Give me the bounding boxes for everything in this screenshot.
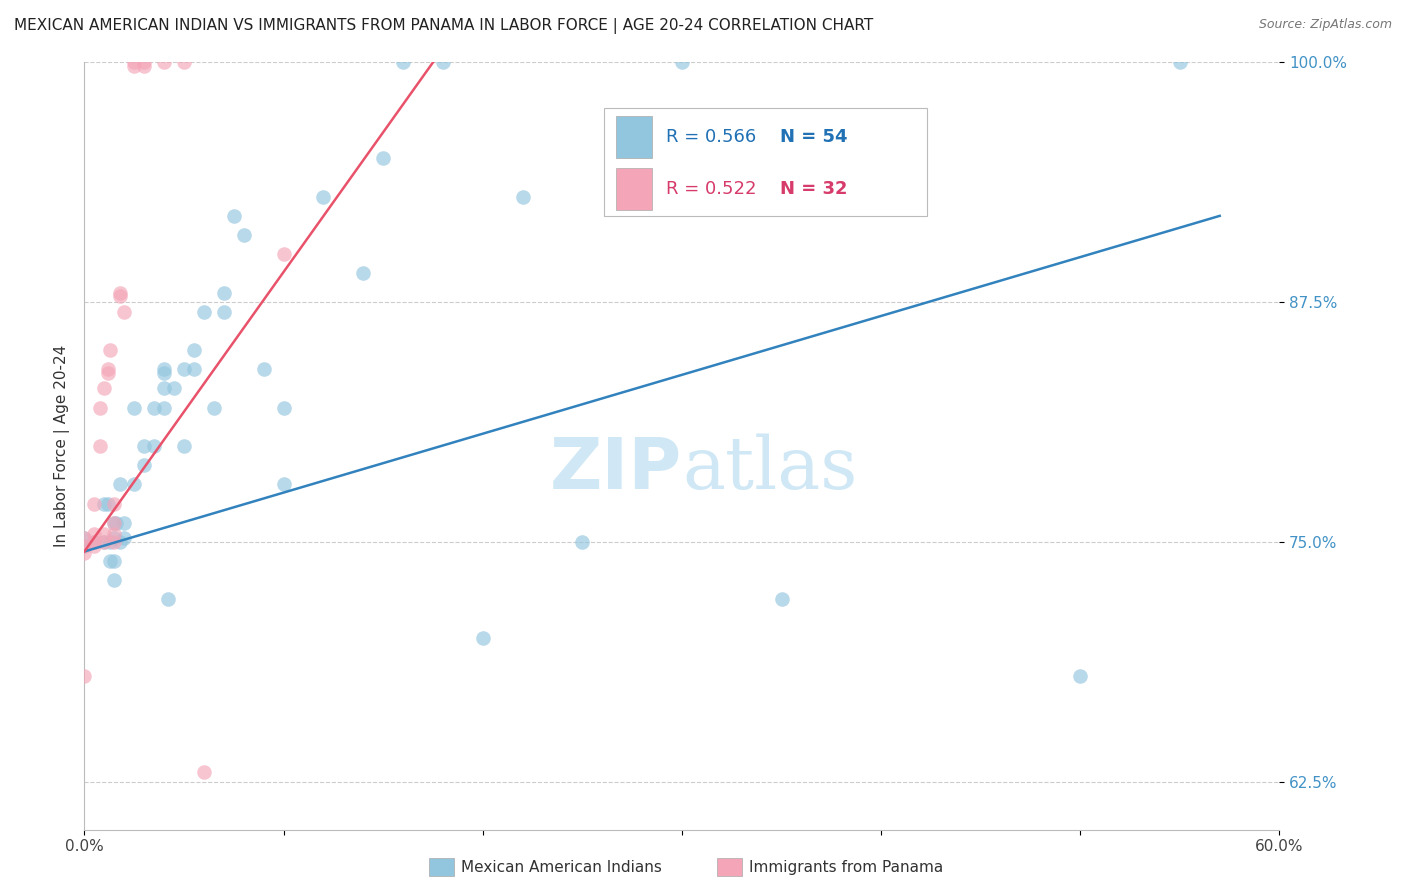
Point (83, 527, 105, 541)
Point (1168, 55, 1191, 70)
Point (122, 477, 145, 491)
Point (1069, 669, 1091, 683)
FancyBboxPatch shape (605, 109, 927, 216)
Text: N = 54: N = 54 (780, 128, 848, 146)
Point (93, 535, 115, 549)
Point (232, 227, 254, 242)
Point (471, 631, 494, 645)
Point (73, 539, 96, 553)
Text: Source: ZipAtlas.com: Source: ZipAtlas.com (1258, 18, 1392, 31)
Point (352, 267, 374, 281)
Point (222, 209, 245, 223)
Point (122, 401, 145, 415)
Text: MEXICAN AMERICAN INDIAN VS IMMIGRANTS FROM PANAMA IN LABOR FORCE | AGE 20-24 COR: MEXICAN AMERICAN INDIAN VS IMMIGRANTS FR… (14, 18, 873, 34)
Point (103, 527, 125, 541)
Point (112, 305, 135, 319)
Point (98, 554, 121, 568)
Point (143, 439, 166, 453)
Point (571, 535, 593, 549)
Point (312, 189, 335, 203)
Point (157, 592, 180, 607)
Point (73, 531, 96, 545)
Point (183, 362, 205, 376)
Point (110, 285, 132, 300)
Point (93, 535, 115, 549)
Point (110, 477, 132, 491)
Point (273, 477, 295, 491)
Point (73, 531, 96, 545)
Point (671, 55, 693, 70)
Point (212, 285, 235, 300)
Point (273, 247, 295, 261)
Point (103, 497, 125, 511)
Point (770, 592, 793, 607)
Point (110, 535, 132, 549)
Point (98, 535, 121, 549)
Point (73, 539, 96, 553)
Point (273, 401, 295, 415)
Point (173, 55, 195, 70)
Point (512, 189, 534, 203)
Point (173, 362, 195, 376)
Point (153, 55, 176, 70)
Point (432, 55, 454, 70)
Text: atlas: atlas (682, 434, 858, 504)
Point (122, 59, 145, 73)
Point (103, 535, 125, 549)
Point (83, 535, 105, 549)
Point (103, 531, 125, 545)
Point (97, 362, 120, 376)
Point (89, 401, 111, 415)
Point (112, 516, 135, 530)
Text: R = 0.566: R = 0.566 (666, 128, 756, 146)
Point (183, 343, 205, 358)
Point (193, 305, 215, 319)
Point (97, 366, 120, 380)
Point (373, 152, 395, 166)
Point (73, 669, 96, 683)
Point (202, 401, 225, 415)
Point (89, 439, 111, 453)
Bar (616, 168, 652, 210)
Text: Mexican American Indians: Mexican American Indians (461, 860, 662, 874)
Point (132, 458, 156, 473)
Text: Immigrants from Panama: Immigrants from Panama (749, 860, 943, 874)
Point (103, 516, 125, 530)
Point (93, 497, 115, 511)
Point (83, 497, 105, 511)
Point (212, 305, 235, 319)
Point (153, 362, 176, 376)
Y-axis label: In Labor Force | Age 20-24: In Labor Force | Age 20-24 (55, 345, 70, 547)
Point (163, 382, 186, 396)
Point (83, 535, 105, 549)
Point (83, 539, 105, 553)
Text: ZIP: ZIP (550, 434, 682, 503)
Point (122, 55, 145, 70)
Point (112, 531, 135, 545)
Point (132, 439, 156, 453)
Text: N = 32: N = 32 (780, 179, 848, 198)
Point (132, 59, 156, 73)
Point (93, 527, 115, 541)
Point (97, 497, 120, 511)
Point (173, 439, 195, 453)
Point (105, 516, 128, 530)
Text: R = 0.522: R = 0.522 (666, 179, 756, 198)
Point (73, 546, 96, 560)
Point (143, 401, 166, 415)
Point (132, 55, 156, 70)
Point (93, 382, 115, 396)
Bar (616, 116, 652, 158)
Point (103, 554, 125, 568)
Point (193, 765, 215, 780)
Point (253, 362, 276, 376)
Point (103, 574, 125, 588)
Point (98, 343, 121, 358)
Point (110, 289, 132, 303)
Point (153, 382, 176, 396)
Point (392, 55, 415, 70)
Point (103, 516, 125, 530)
Point (153, 401, 176, 415)
Point (153, 366, 176, 380)
